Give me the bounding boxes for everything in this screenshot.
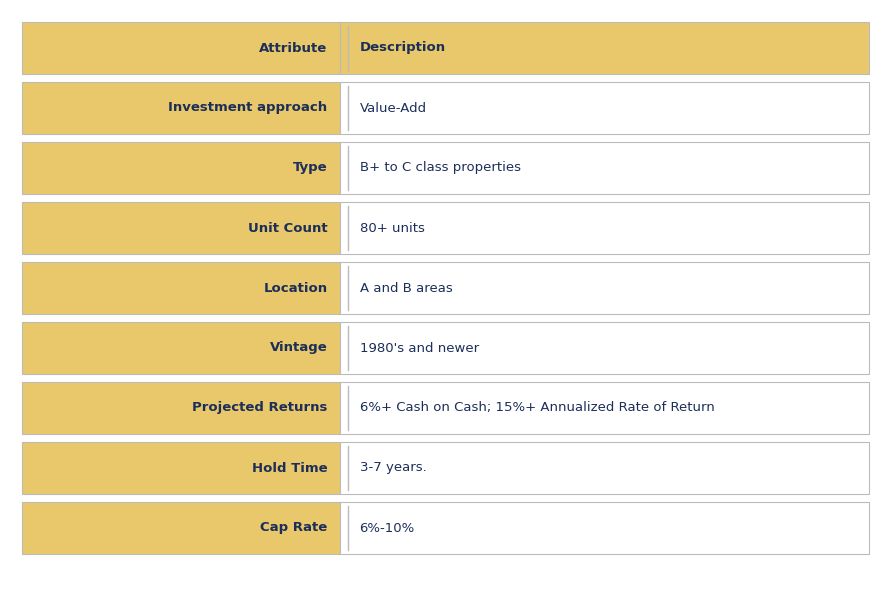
Bar	[339, 262, 869, 314]
Text: 3-7 years.: 3-7 years.	[360, 462, 427, 474]
Bar	[22, 22, 339, 74]
Text: A and B areas: A and B areas	[360, 282, 453, 294]
Bar	[22, 442, 339, 494]
Text: Attribute: Attribute	[259, 42, 328, 55]
Text: Type: Type	[293, 161, 328, 175]
Text: Cap Rate: Cap Rate	[260, 521, 328, 535]
Text: Projected Returns: Projected Returns	[192, 402, 328, 415]
Text: Investment approach: Investment approach	[168, 102, 328, 114]
Bar	[339, 442, 869, 494]
Text: 80+ units: 80+ units	[360, 222, 424, 235]
Bar	[22, 322, 339, 374]
Bar	[339, 82, 869, 134]
Bar	[339, 382, 869, 434]
Bar	[339, 322, 869, 374]
Bar	[22, 382, 339, 434]
Bar	[22, 202, 339, 254]
Bar	[339, 502, 869, 554]
Text: 6%-10%: 6%-10%	[360, 521, 415, 535]
Text: Location: Location	[264, 282, 328, 294]
Bar	[22, 502, 339, 554]
Text: Unit Count: Unit Count	[248, 222, 328, 235]
Bar	[22, 142, 339, 194]
Bar	[339, 22, 869, 74]
Bar	[339, 142, 869, 194]
Bar	[339, 202, 869, 254]
Text: Description: Description	[360, 42, 446, 55]
Text: 6%+ Cash on Cash; 15%+ Annualized Rate of Return: 6%+ Cash on Cash; 15%+ Annualized Rate o…	[360, 402, 715, 415]
Text: 1980's and newer: 1980's and newer	[360, 341, 478, 355]
Text: B+ to C class properties: B+ to C class properties	[360, 161, 520, 175]
Bar	[22, 82, 339, 134]
Bar	[22, 262, 339, 314]
Text: Value-Add: Value-Add	[360, 102, 427, 114]
Text: Hold Time: Hold Time	[252, 462, 328, 474]
Text: Vintage: Vintage	[270, 341, 328, 355]
